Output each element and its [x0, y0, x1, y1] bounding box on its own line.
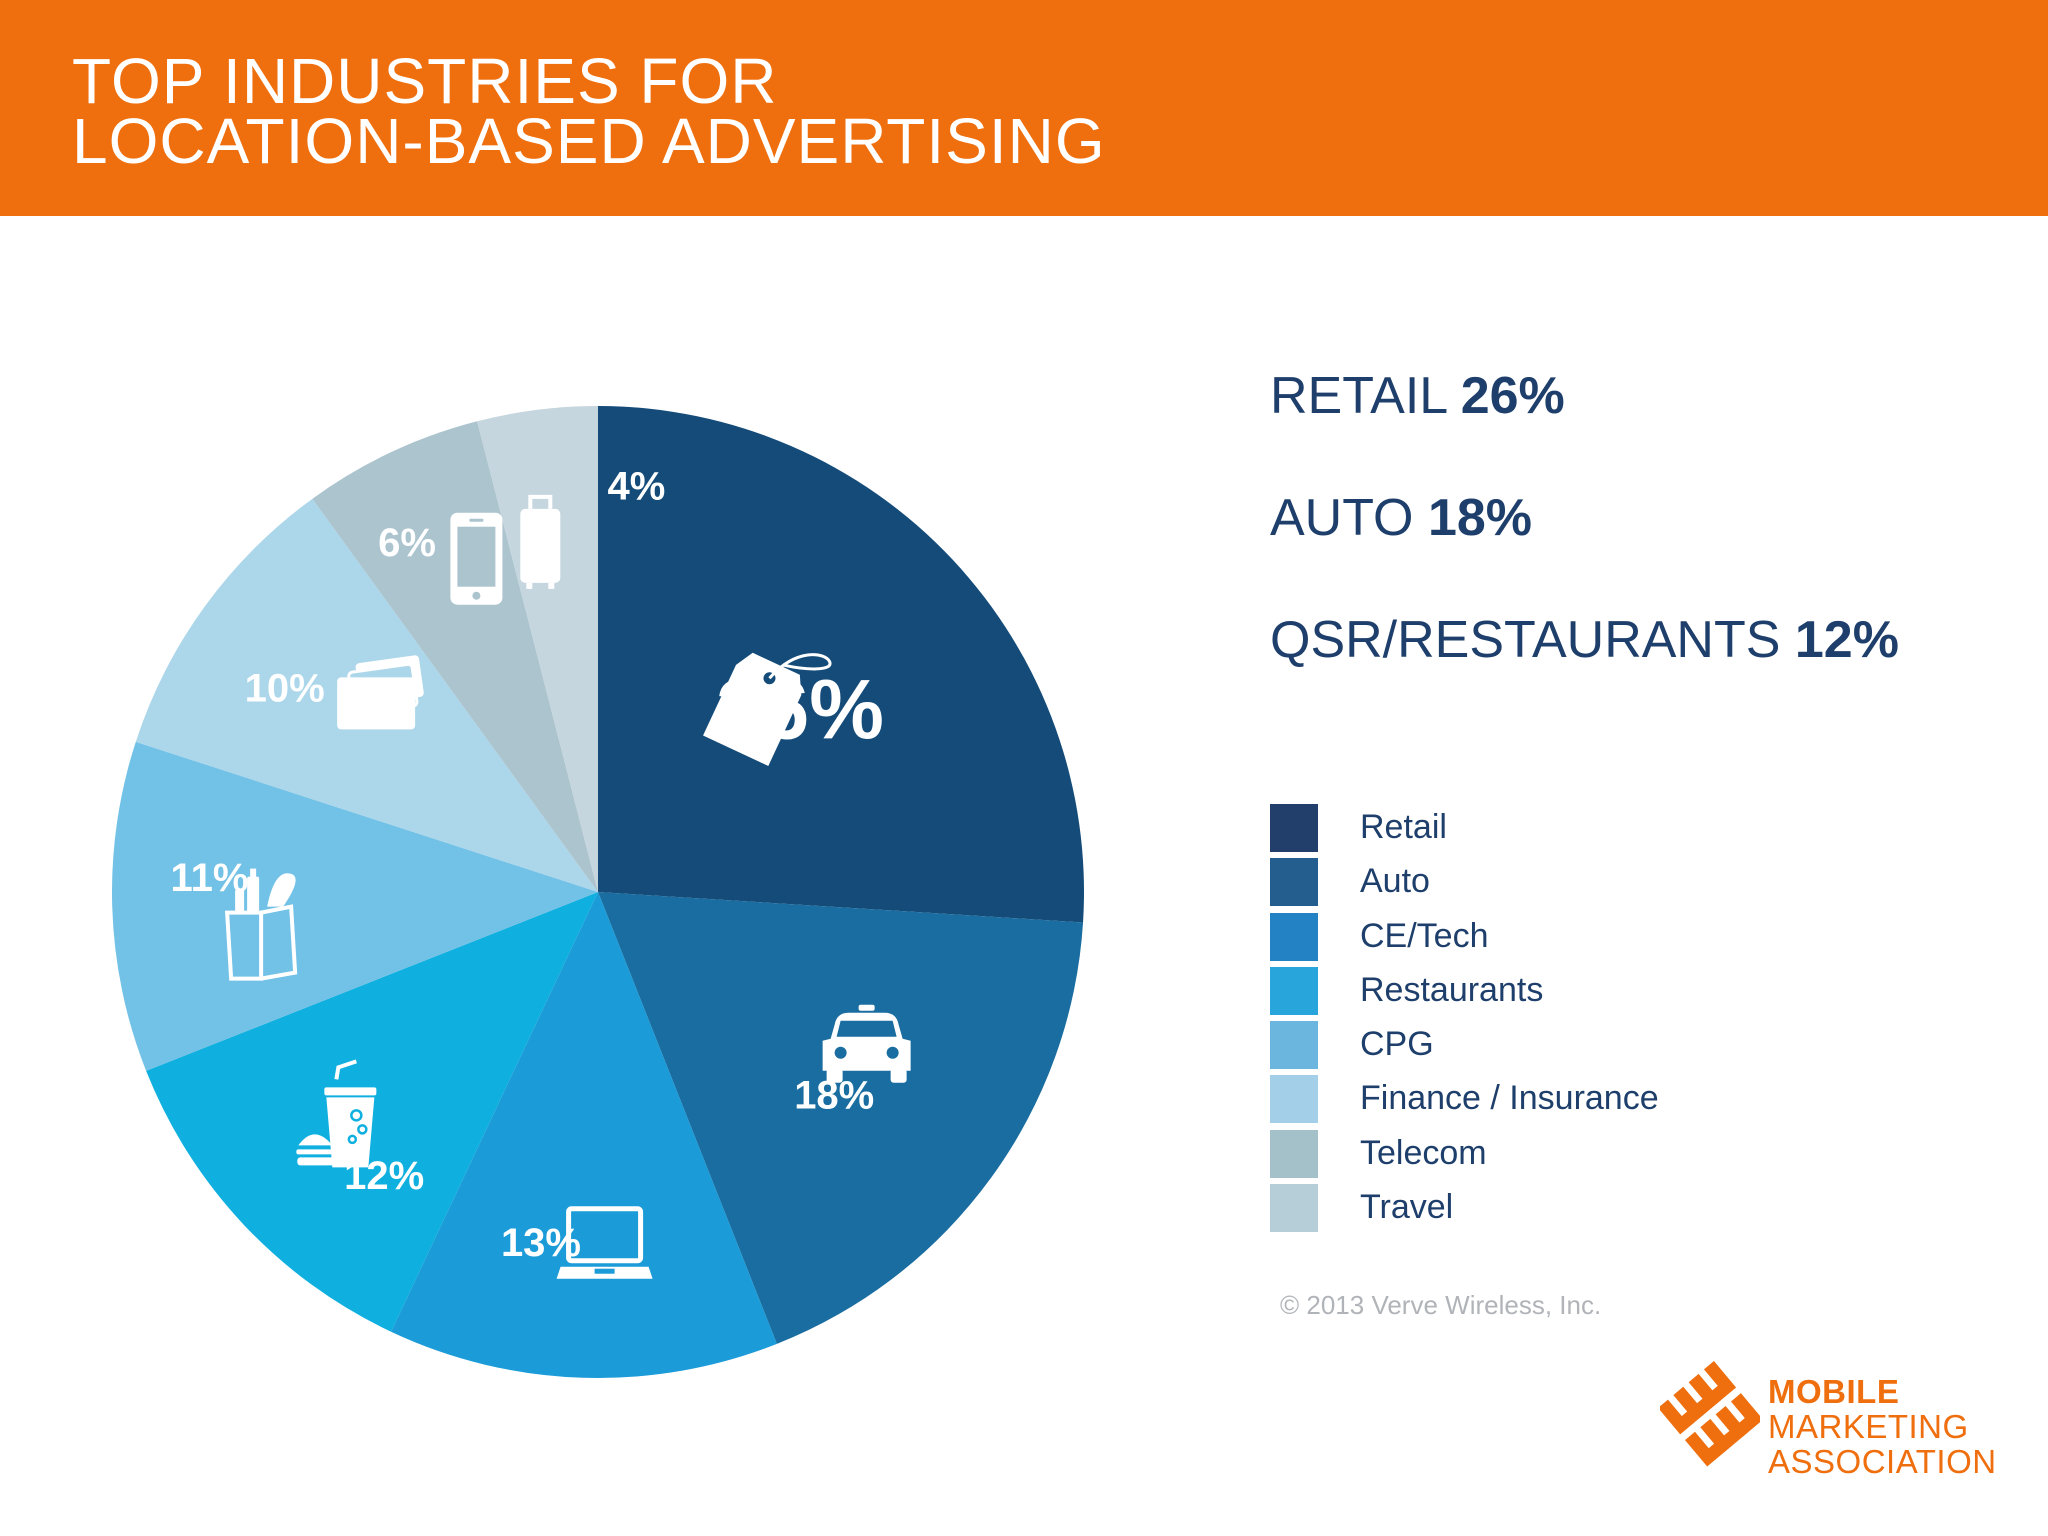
logo-text-association: ASSOCIATION — [1768, 1443, 1997, 1480]
pie-slice-cpg — [112, 741, 598, 1071]
highlight-label: AUTO — [1270, 489, 1414, 547]
pie-slice-auto — [598, 892, 1084, 1344]
highlight-retail: RETAIL 26% — [1270, 366, 1565, 426]
pie-icons — [225, 494, 911, 1279]
highlight-label: RETAIL — [1270, 367, 1447, 425]
legend-swatch — [1270, 1184, 1318, 1233]
page-title-line-1: TOP INDUSTRIES FOR — [72, 45, 778, 117]
highlight-value: 26% — [1460, 367, 1565, 425]
highlight-auto: AUTO 18% — [1270, 488, 1532, 548]
pie-value-label: 4% — [608, 465, 666, 509]
highlight-value: 12% — [1794, 611, 1899, 669]
price-tag-icon — [703, 652, 832, 766]
highlight-value: 18% — [1427, 489, 1533, 547]
legend-swatch — [1270, 858, 1318, 907]
legend-swatch — [1270, 966, 1318, 1015]
legend-label: CPG — [1360, 1025, 1434, 1064]
legend-label: Retail — [1360, 808, 1447, 846]
car-icon — [822, 1004, 911, 1083]
pie-value-label: 6% — [378, 521, 436, 565]
legend-swatch — [1270, 1129, 1318, 1178]
copyright-notice: © 2013 Verve Wireless, Inc. — [1280, 1290, 1602, 1320]
legend-label: CE/Tech — [1360, 916, 1489, 955]
suitcase-icon — [520, 494, 561, 589]
logo-text-mobile: MOBILE — [1768, 1373, 1900, 1410]
mma-logo: MOBILE MARKETING ASSOCIATION — [1660, 1345, 2000, 1480]
legend-swatch — [1270, 1075, 1318, 1124]
credit-cards-icon — [337, 655, 424, 730]
legend-swatch — [1270, 912, 1318, 961]
highlight-label: QSR/RESTAURANTS — [1270, 611, 1781, 669]
legend-swatch — [1270, 1021, 1318, 1070]
page-title-line-2: LOCATION-BASED ADVERTISING — [72, 105, 1106, 177]
smartphone-icon — [450, 512, 503, 605]
legend-label: Finance / Insurance — [1360, 1079, 1659, 1118]
pie-slice-telecom — [312, 421, 598, 892]
legend-label: Restaurants — [1360, 970, 1544, 1009]
header-banner: TOP INDUSTRIES FOR LOCATION-BASED ADVERT… — [0, 0, 2048, 216]
legend-swatch — [1270, 804, 1318, 852]
logo-text-marketing: MARKETING — [1768, 1408, 1969, 1445]
pie-value-label: 10% — [245, 666, 325, 710]
legend-label: Telecom — [1360, 1133, 1487, 1172]
pie-slice-retail — [598, 406, 1084, 923]
grocery-bag-icon — [225, 868, 298, 981]
pie-slice-ce-tech — [391, 892, 777, 1378]
highlight-restaurants: QSR/RESTAURANTS 12% — [1270, 610, 1899, 670]
pie-slice-travel — [477, 406, 598, 892]
legend-label: Travel — [1360, 1188, 1454, 1227]
legend-label: Auto — [1360, 862, 1430, 901]
drink-and-burger-icon — [296, 1059, 377, 1168]
mma-logo-mark-icon — [1660, 1361, 1760, 1467]
laptop-icon — [556, 1206, 653, 1279]
